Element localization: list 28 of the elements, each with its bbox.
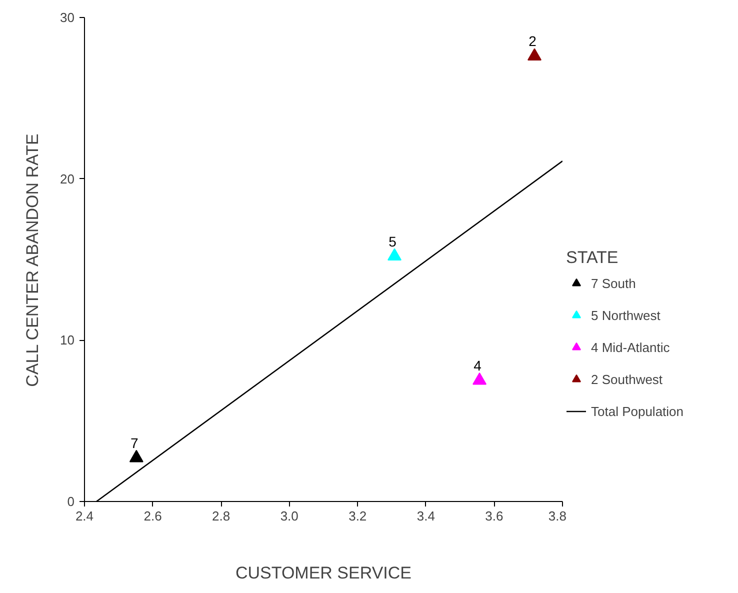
legend-label: 5 Northwest: [591, 308, 660, 322]
y-tick-label: 20: [60, 171, 75, 186]
x-tick-label: 2.8: [212, 508, 230, 524]
annotation: 4: [474, 358, 482, 374]
x-tick-label: 3.0: [280, 508, 298, 524]
legend-label: 4 Mid-Atlantic: [591, 340, 670, 354]
annotation: 5: [388, 233, 397, 250]
point: [472, 372, 487, 385]
y-tick-label: 30: [60, 10, 75, 25]
point: [129, 450, 144, 462]
x-tick-label: 2.6: [144, 508, 162, 524]
x-tick-label: 2.4: [75, 508, 94, 524]
x-tick-label: 3.4: [416, 508, 435, 524]
y-axis-title: CALL CENTER ABANDON RATE: [23, 134, 42, 387]
y-tick-label: 0: [67, 494, 75, 509]
legend-label: Total Population: [591, 404, 684, 418]
y-tick-label: 10: [60, 332, 75, 348]
legend-label: 2 Southwest: [591, 372, 663, 386]
x-tick-label: 3.2: [348, 508, 367, 524]
annotation: 7: [130, 434, 139, 451]
point: [388, 248, 402, 261]
legend-title: STATE: [566, 248, 620, 268]
x-tick-label: 3.8: [548, 508, 567, 524]
legend-label: 7 South: [591, 276, 636, 290]
annotation: 2: [528, 33, 537, 50]
x-axis-title: CUSTOMER SERVICE: [235, 564, 412, 582]
x-tick-label: 3.6: [485, 508, 504, 524]
point: [528, 48, 542, 60]
